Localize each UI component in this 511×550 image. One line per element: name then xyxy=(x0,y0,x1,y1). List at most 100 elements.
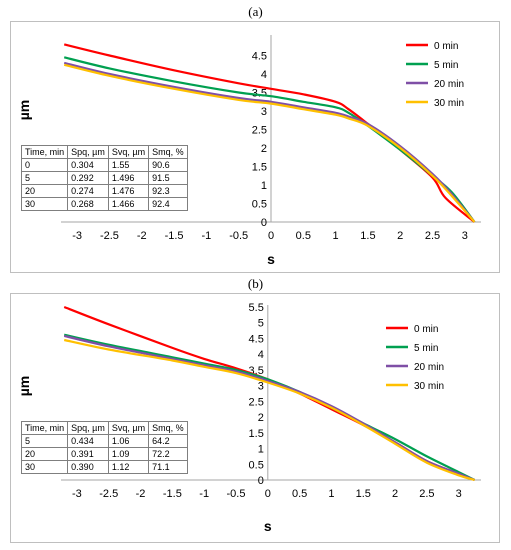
table-row: 5 0.292 1.496 91.5 xyxy=(20,171,188,185)
table-header-cell: Svq, µm xyxy=(107,145,150,159)
y-tick-label: 0 xyxy=(261,217,267,229)
x-tick-label: -2 xyxy=(137,230,147,242)
x-tick-label: 3 xyxy=(462,230,468,242)
table-cell: 1.496 xyxy=(107,171,150,185)
table-header-cell: Time, min xyxy=(20,421,69,435)
table-header-cell: Smq, % xyxy=(148,421,188,435)
x-tick-label: -1.5 xyxy=(165,230,184,242)
legend-label: 20 min xyxy=(414,362,444,373)
table-cell: 0.304 xyxy=(67,158,109,172)
x-axis-title: s xyxy=(267,251,275,267)
y-tick-label: 2 xyxy=(261,143,267,155)
y-tick-label: 2.5 xyxy=(252,125,267,137)
table-cell: 20 xyxy=(20,184,69,198)
table-cell: 0.274 xyxy=(67,184,109,198)
table-cell: 1.466 xyxy=(107,197,150,211)
legend-label: 30 min xyxy=(434,98,464,109)
y-tick-label: 4 xyxy=(261,69,267,81)
table-cell: 92.4 xyxy=(148,197,188,211)
legend-label: 20 min xyxy=(434,79,464,90)
x-tick-label: 2.5 xyxy=(425,230,440,242)
x-tick-label: -0.5 xyxy=(227,488,246,500)
x-tick-label: -1 xyxy=(199,488,209,500)
table-header-cell: Svq, µm xyxy=(107,421,150,435)
stats-table-b: Time, min Spq, µm Svq, µm Smq, % 5 0.434 1.06 6… xyxy=(20,421,188,474)
x-tick-label: 1.5 xyxy=(360,230,375,242)
legend-label: 5 min xyxy=(414,343,438,354)
legend-label: 0 min xyxy=(434,41,458,52)
x-tick-label: 0.5 xyxy=(292,488,307,500)
chart-panel-b: -3 -2.5 -2 -1.5 -1 -0.5 0 0.5 1 1.5 2 2.5 3 0 0.5 1 1.5 2… xyxy=(10,293,500,543)
series-line xyxy=(63,43,476,223)
table-header-cell: Spq, µm xyxy=(67,421,109,435)
panel-a-label: (a) xyxy=(248,4,263,19)
panel-b-label: (b) xyxy=(247,276,264,291)
chart-b-plot: -3 -2.5 -2 -1.5 -1 -0.5 0 0.5 1 1.5 2 2.5 300.511.52… xyxy=(16,302,481,534)
x-tick-label: 3 xyxy=(456,488,462,500)
x-tick-label: -2.5 xyxy=(99,488,118,500)
table-cell: 71.1 xyxy=(148,460,188,474)
x-axis-title: s xyxy=(264,518,272,534)
y-tick-label: 0 xyxy=(258,475,264,487)
x-tick-label: 1 xyxy=(328,488,334,500)
x-tick-label: 1.5 xyxy=(356,488,371,500)
x-tick-label: 0 xyxy=(268,230,274,242)
x-tick-label: -1.5 xyxy=(163,488,182,500)
table-cell: 0.391 xyxy=(67,447,109,461)
y-tick-label: 5 xyxy=(258,318,264,330)
x-tick-label: -1 xyxy=(201,230,211,242)
table-cell: 72.2 xyxy=(148,447,188,461)
y-tick-label: 2 xyxy=(258,412,264,424)
series-line xyxy=(63,61,476,223)
y-tick-label: 4.5 xyxy=(252,51,267,63)
x-tick-label: 1 xyxy=(333,230,339,242)
x-tick-label: -0.5 xyxy=(229,230,248,242)
y-tick-label: 1.5 xyxy=(252,162,267,174)
table-row: 0 0.304 1.55 90.6 xyxy=(20,158,188,172)
table-cell: 0.390 xyxy=(67,460,109,474)
x-tick-label: -3 xyxy=(72,488,82,500)
series-line xyxy=(63,334,475,482)
table-header-cell: Time, min xyxy=(20,145,69,159)
table-cell: 91.5 xyxy=(148,171,188,185)
x-tick-label: -2 xyxy=(136,488,146,500)
stats-table-a: Time, min Spq, µm Svq, µm Smq, % 0 0.304 1.55 9… xyxy=(20,145,188,211)
x-tick-label: 0 xyxy=(265,488,271,500)
x-tick-label: -2.5 xyxy=(100,230,119,242)
table-row: 30 0.268 1.466 92.4 xyxy=(20,197,188,211)
y-tick-label: 3.5 xyxy=(252,88,267,100)
table-header-cell: Smq, % xyxy=(148,145,188,159)
y-tick-label: 3 xyxy=(261,106,267,118)
table-cell: 30 xyxy=(20,460,69,474)
table-cell: 64.2 xyxy=(148,434,188,448)
y-tick-label: 0.5 xyxy=(249,459,264,471)
table-cell: 20 xyxy=(20,447,69,461)
y-axis-title: µm xyxy=(16,376,32,397)
y-tick-label: 2.5 xyxy=(249,396,264,408)
table-cell: 0.268 xyxy=(67,197,109,211)
y-axis-title: µm xyxy=(16,100,32,121)
legend-label: 0 min xyxy=(414,324,438,335)
table-row: 5 0.434 1.06 64.2 xyxy=(20,434,188,448)
series-line xyxy=(63,338,475,482)
y-tick-label: 1.5 xyxy=(249,428,264,440)
y-tick-label: 0.5 xyxy=(252,199,267,211)
table-cell: 1.09 xyxy=(107,447,150,461)
table-cell: 30 xyxy=(20,197,69,211)
table-cell: 1.06 xyxy=(107,434,150,448)
x-tick-label: -3 xyxy=(72,230,82,242)
chart-panel-a: -3 -2.5 -2 -1.5 -1 -0.5 0 0.5 1 1.5 2 2.5 3 0 0.5 1 1.5 2… xyxy=(10,21,500,273)
legend-label: 30 min xyxy=(414,381,444,392)
y-tick-label: 5.5 xyxy=(249,302,264,314)
series-line xyxy=(63,63,476,223)
table-cell: 5 xyxy=(20,171,69,185)
table-row: 20 0.274 1.476 92.3 xyxy=(20,184,188,198)
table-cell: 1.476 xyxy=(107,184,150,198)
y-tick-label: 4.5 xyxy=(249,333,264,345)
table-cell: 0.292 xyxy=(67,171,109,185)
x-tick-label: 2.5 xyxy=(419,488,434,500)
table-row: 20 0.391 1.09 72.2 xyxy=(20,447,188,461)
table-header-row: Time, min Spq, µm Svq, µm Smq, % xyxy=(20,145,188,159)
table-header-row: Time, min Spq, µm Svq, µm Smq, % xyxy=(20,421,188,435)
x-tick-label: 2 xyxy=(397,230,403,242)
